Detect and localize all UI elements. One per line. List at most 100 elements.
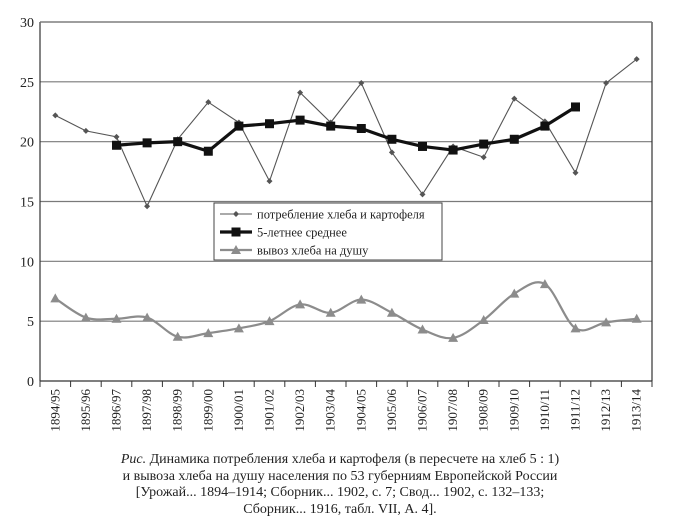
data-point <box>295 115 305 125</box>
data-point <box>480 154 487 161</box>
x-tick-label: 1901/02 <box>262 389 277 432</box>
data-point <box>173 137 183 147</box>
data-point <box>264 316 275 326</box>
data-point <box>601 317 612 327</box>
legend-item: потребление хлеба и картофеля <box>220 208 425 222</box>
data-point <box>603 80 610 87</box>
x-tick-label: 1911/12 <box>568 389 583 431</box>
data-point <box>511 95 518 102</box>
data-point <box>539 279 550 289</box>
x-tick-label: 1897/98 <box>139 389 154 432</box>
series-square <box>112 102 580 156</box>
data-point <box>265 119 274 129</box>
series-line <box>54 281 637 340</box>
x-tick-label: 1894/95 <box>47 389 62 432</box>
data-point <box>297 89 304 96</box>
axes <box>39 21 653 387</box>
x-tick-label: 1895/96 <box>78 389 93 432</box>
x-tick-label: 1905/06 <box>384 389 399 432</box>
caption-line-4: Сборник... 1916, табл. VII, А. 4]. <box>243 501 437 517</box>
caption-lead: Рис. <box>120 452 147 467</box>
series-line <box>116 105 577 154</box>
data-point <box>571 102 580 112</box>
data-point <box>172 331 183 341</box>
data-point <box>509 288 520 298</box>
x-tick-label: 1900/01 <box>231 389 246 432</box>
series-group <box>50 56 642 342</box>
y-tick-label: 20 <box>20 136 34 151</box>
x-tick-label: 1903/04 <box>323 389 338 432</box>
y-tick-label: 15 <box>20 196 34 211</box>
data-point <box>386 307 397 317</box>
x-tick-label: 1902/03 <box>292 389 307 432</box>
data-point <box>231 245 241 254</box>
x-tick-label: 1912/13 <box>598 389 613 432</box>
x-tick-label: 1896/97 <box>109 389 124 432</box>
legend-item: вывоз хлеба на душу <box>220 244 369 258</box>
data-point <box>540 121 550 131</box>
figure-caption: Рис. Динамика потребления хлеба и картоф… <box>40 452 640 518</box>
line-chart: 0 5 10 15 20 25 30 1894/95 1895/96 1896/97 1897/9… <box>20 16 653 432</box>
data-point <box>509 134 519 144</box>
data-point <box>203 328 214 338</box>
data-point <box>356 124 366 134</box>
y-tick-label: 10 <box>20 255 34 270</box>
x-tick-label: 1913/14 <box>629 389 644 432</box>
y-tick-label: 30 <box>20 16 34 31</box>
data-point <box>82 127 89 134</box>
x-tick-label: 1906/07 <box>415 389 430 432</box>
y-tick-label: 25 <box>20 76 34 91</box>
series-diamond <box>52 56 640 210</box>
data-point <box>144 203 151 210</box>
caption-line-3: [Урожай... 1894–1914; Сборник... 1902, с… <box>135 485 545 500</box>
data-point <box>326 121 336 131</box>
data-point <box>111 313 122 323</box>
data-point <box>233 323 244 333</box>
data-point <box>234 121 244 131</box>
data-point <box>231 227 241 237</box>
x-tick-label: 1908/09 <box>476 389 491 432</box>
data-point <box>295 299 306 309</box>
data-point <box>358 80 365 87</box>
data-point <box>113 133 120 140</box>
data-point <box>356 294 367 304</box>
data-point <box>418 141 427 151</box>
data-point <box>419 191 426 198</box>
data-point <box>572 169 579 176</box>
data-point <box>142 138 152 148</box>
x-tick-labels: 1894/95 1895/96 1896/97 1897/98 1898/99 1899/… <box>47 389 643 432</box>
data-point <box>52 112 59 119</box>
data-point <box>633 56 640 63</box>
data-point <box>448 145 458 155</box>
data-point <box>448 332 459 342</box>
x-tick-label: 1898/99 <box>170 389 185 432</box>
data-point <box>50 293 61 303</box>
legend-label: 5-летнее среднее <box>257 226 347 240</box>
data-point <box>142 312 153 322</box>
legend: потребление хлеба и картофеля 5-летнее ср… <box>213 202 443 261</box>
y-tick-label: 0 <box>27 375 34 390</box>
y-tick-label: 5 <box>27 315 34 330</box>
data-point <box>112 140 121 150</box>
data-point <box>479 139 489 149</box>
data-point <box>570 323 581 333</box>
legend-label: вывоз хлеба на душу <box>257 244 369 258</box>
legend-item: 5-летнее среднее <box>220 226 347 240</box>
x-tick-label: 1909/10 <box>506 389 521 432</box>
x-tick-label: 1904/05 <box>353 389 368 432</box>
data-point <box>325 307 336 317</box>
caption-line-1: Рис. Динамика потребления хлеба и картоф… <box>40 452 640 469</box>
legend-label: потребление хлеба и картофеля <box>257 208 425 222</box>
data-point <box>631 313 642 323</box>
series-line <box>55 58 638 208</box>
data-point <box>205 99 212 106</box>
data-point <box>80 312 91 322</box>
data-point <box>388 149 395 156</box>
data-point <box>387 134 397 144</box>
caption-line-2: и вывоза хлеба на душу населения по 53 г… <box>122 468 558 484</box>
x-tick-label: 1907/08 <box>445 389 460 432</box>
data-point <box>478 314 489 324</box>
series-triangle <box>50 279 642 342</box>
y-tick-labels: 0 5 10 15 20 25 30 <box>20 16 34 390</box>
data-point <box>203 146 213 156</box>
